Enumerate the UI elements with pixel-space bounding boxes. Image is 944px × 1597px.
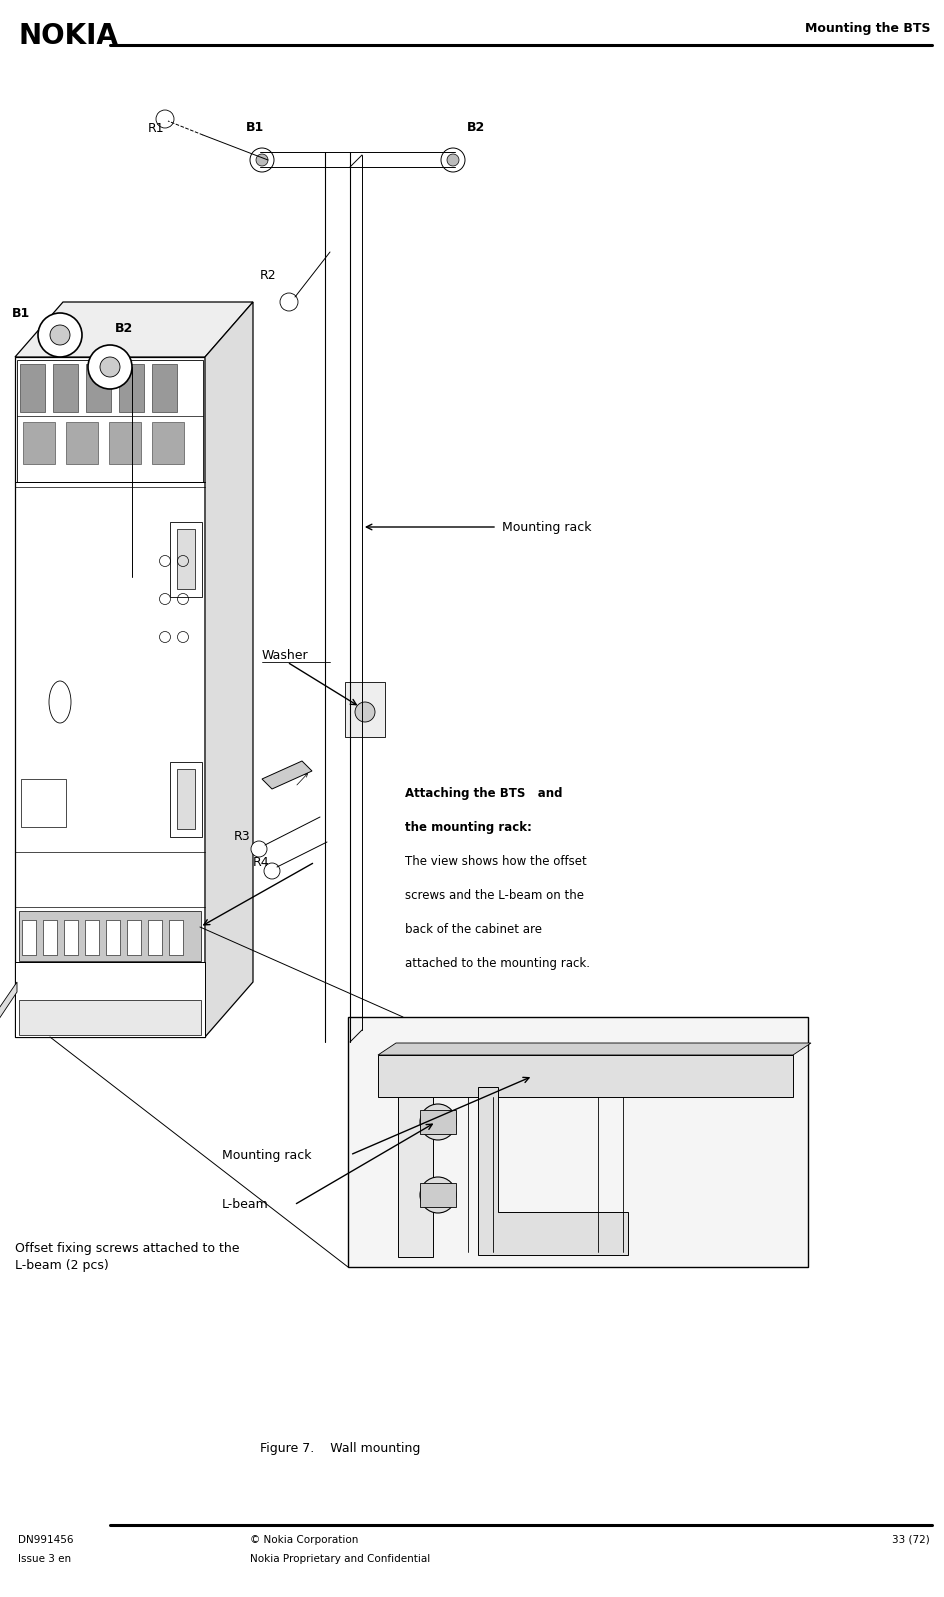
Text: The view shows how the offset: The view shows how the offset: [405, 854, 587, 869]
Text: the mounting rack:: the mounting rack:: [405, 821, 531, 834]
Text: B2: B2: [467, 121, 485, 134]
Bar: [152, 364, 177, 412]
Bar: [21, 779, 66, 827]
Text: Mounting rack: Mounting rack: [222, 1148, 312, 1161]
Bar: [170, 762, 202, 837]
Bar: [19, 910, 201, 961]
Text: NOKIA: NOKIA: [18, 22, 118, 50]
Text: R3: R3: [233, 830, 250, 843]
Bar: [177, 770, 195, 829]
Bar: [420, 1110, 456, 1134]
Bar: [86, 364, 111, 412]
Polygon shape: [15, 302, 253, 358]
Bar: [17, 359, 203, 482]
Bar: [420, 1183, 456, 1207]
Circle shape: [250, 149, 274, 172]
Circle shape: [156, 110, 174, 128]
Polygon shape: [478, 1088, 628, 1255]
Circle shape: [256, 153, 268, 166]
Text: B1: B1: [245, 121, 264, 134]
Circle shape: [38, 313, 82, 358]
Bar: [20, 364, 45, 412]
Bar: [348, 1017, 808, 1266]
Bar: [398, 1097, 433, 1257]
Circle shape: [355, 703, 375, 722]
Text: Offset fixing screws attached to the
L-beam (2 pcs): Offset fixing screws attached to the L-b…: [15, 1242, 240, 1271]
Circle shape: [251, 842, 267, 858]
Text: B2: B2: [115, 323, 133, 335]
Bar: [119, 364, 144, 412]
Text: screws and the L-beam on the: screws and the L-beam on the: [405, 890, 584, 902]
Circle shape: [264, 862, 280, 878]
Circle shape: [429, 1187, 447, 1204]
Circle shape: [88, 345, 132, 390]
Bar: [170, 522, 202, 597]
Text: B1: B1: [11, 307, 30, 319]
Text: Washer: Washer: [262, 648, 309, 663]
Bar: [53, 364, 78, 412]
Text: © Nokia Corporation: © Nokia Corporation: [250, 1535, 359, 1544]
Polygon shape: [205, 302, 253, 1036]
Bar: [127, 920, 141, 955]
Text: Issue 3 en: Issue 3 en: [18, 1554, 71, 1563]
Bar: [64, 920, 78, 955]
Polygon shape: [0, 982, 17, 1022]
Text: back of the cabinet are: back of the cabinet are: [405, 923, 542, 936]
Bar: [23, 422, 55, 465]
Bar: [22, 920, 36, 955]
Circle shape: [429, 1113, 447, 1131]
Bar: [109, 422, 141, 465]
Text: Mounting the BTS: Mounting the BTS: [804, 22, 930, 35]
Text: R2: R2: [260, 268, 277, 283]
Circle shape: [420, 1104, 456, 1140]
Bar: [106, 920, 120, 955]
Text: R1: R1: [148, 121, 164, 136]
Bar: [43, 920, 57, 955]
Text: Nokia Proprietary and Confidential: Nokia Proprietary and Confidential: [250, 1554, 430, 1563]
Bar: [19, 1000, 201, 1035]
Text: 33 (72): 33 (72): [892, 1535, 930, 1544]
Bar: [378, 1056, 793, 1097]
Bar: [15, 961, 205, 1036]
Bar: [345, 682, 385, 736]
Bar: [85, 920, 99, 955]
Polygon shape: [378, 1043, 811, 1056]
Bar: [15, 358, 205, 1036]
Text: L-beam: L-beam: [222, 1198, 269, 1212]
Bar: [66, 422, 98, 465]
Text: attached to the mounting rack.: attached to the mounting rack.: [405, 957, 590, 969]
Bar: [148, 920, 162, 955]
Bar: [169, 920, 183, 955]
Circle shape: [280, 292, 298, 311]
Circle shape: [441, 149, 465, 172]
Text: Attaching the BTS   and: Attaching the BTS and: [405, 787, 563, 800]
Circle shape: [100, 358, 120, 377]
Circle shape: [50, 326, 70, 345]
Text: Figure 7.    Wall mounting: Figure 7. Wall mounting: [260, 1442, 420, 1455]
Text: R4: R4: [252, 856, 269, 869]
Bar: [177, 529, 195, 589]
Circle shape: [420, 1177, 456, 1214]
Circle shape: [447, 153, 459, 166]
Polygon shape: [262, 762, 312, 789]
Bar: [152, 422, 184, 465]
Text: Mounting rack: Mounting rack: [502, 521, 592, 533]
Text: DN991456: DN991456: [18, 1535, 74, 1544]
